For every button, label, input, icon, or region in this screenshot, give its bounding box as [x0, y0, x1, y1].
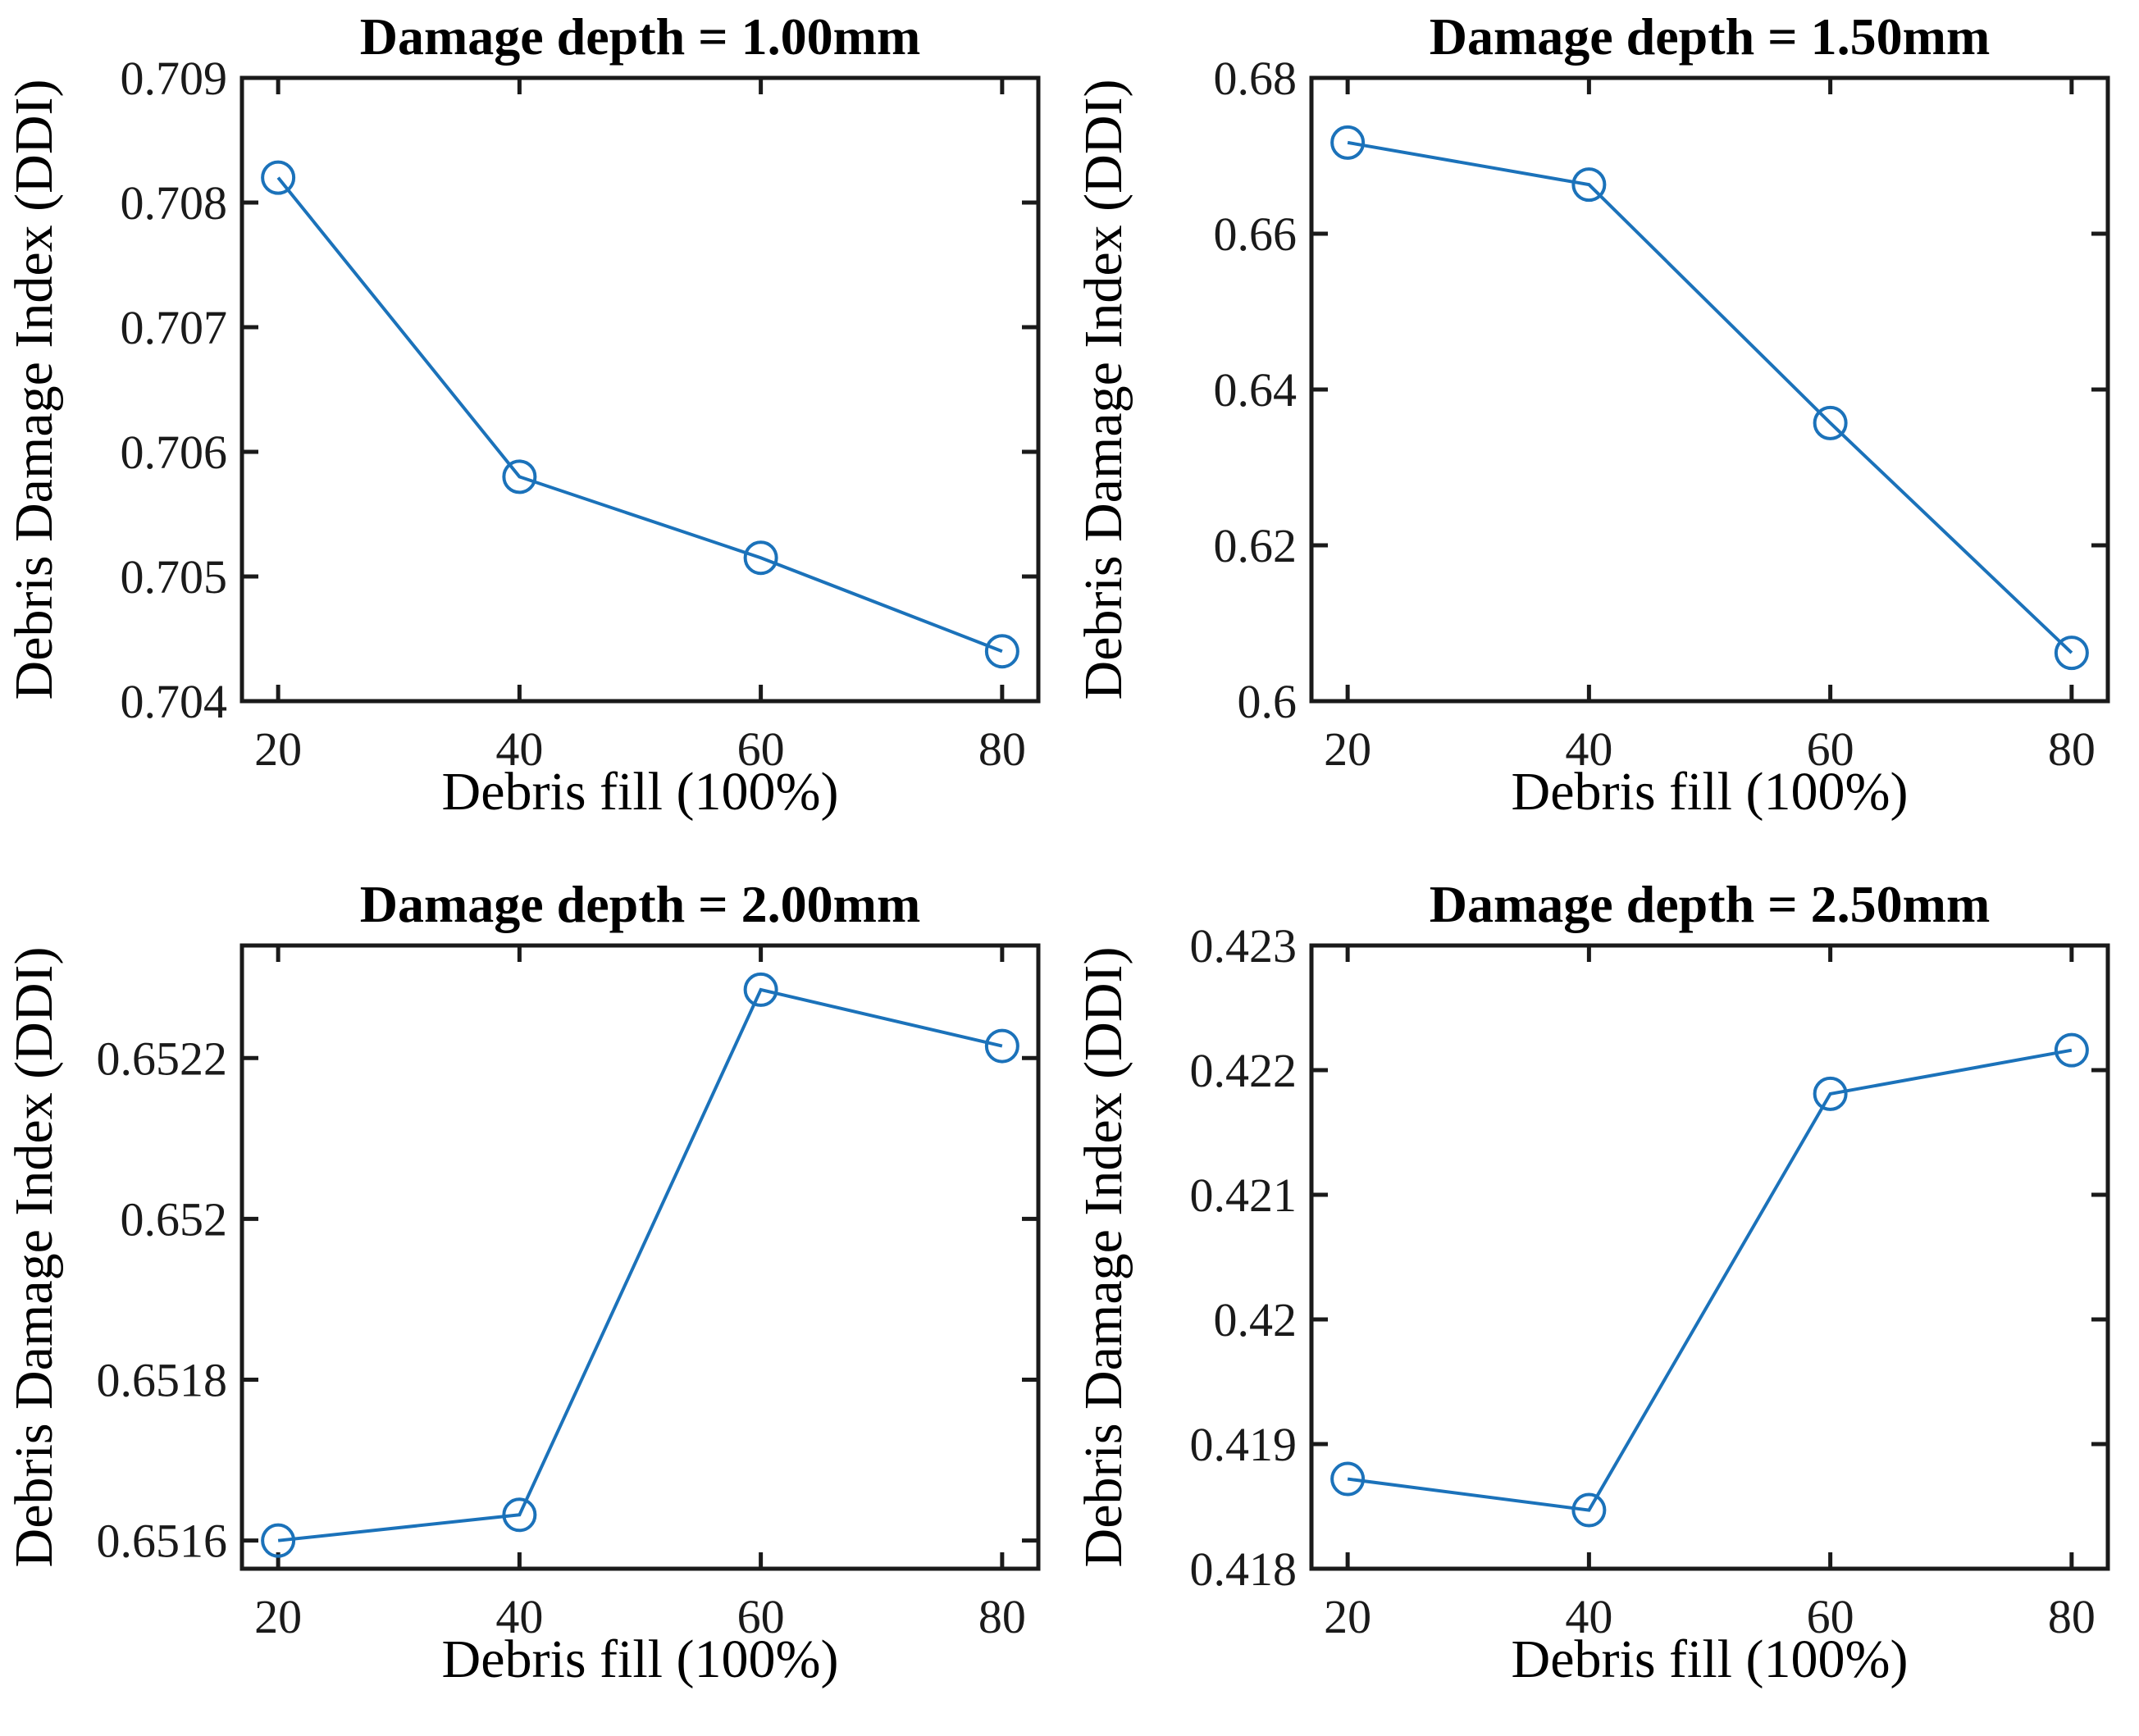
data-line — [1347, 1048, 2073, 1512]
x-tick-label: 80 — [2048, 722, 2096, 776]
x-tick-label: 40 — [495, 1590, 543, 1643]
chart-title: Damage depth = 2.00mm — [359, 875, 921, 933]
subplot-damage-depth-2.00mm: Damage depth = 2.00mm Debris Damage Inde… — [0, 868, 1070, 1735]
subplot-damage-depth-1.00mm: Damage depth = 1.00mm Debris Damage Inde… — [0, 0, 1070, 868]
y-tick-label: 0.419 — [1190, 1418, 1298, 1471]
x-tick-label: 60 — [1807, 722, 1854, 776]
data-point-marker — [502, 1497, 537, 1533]
line-chart-canvas: 20 40 60 80 0.418 0.419 0.42 0.421 0.422 0.423 — [1190, 919, 2110, 1643]
y-tick-label: 0.6522 — [97, 1032, 228, 1085]
data-point-marker — [743, 972, 778, 1007]
y-tick-label: 0.422 — [1190, 1044, 1298, 1097]
data-point-marker — [261, 160, 296, 195]
data-point-marker — [984, 634, 1019, 669]
y-tick-label: 0.68 — [1214, 52, 1298, 105]
x-axis-label: Debris fill (100%) — [1511, 1629, 1909, 1689]
line-chart-canvas: 20 40 60 80 0.704 0.705 0.706 0.707 0.708 0.709 — [121, 52, 1041, 776]
chart-title: Damage depth = 1.00mm — [359, 7, 921, 66]
data-point-marker — [1813, 1076, 1848, 1111]
x-axis-label: Debris fill (100%) — [1511, 762, 1909, 822]
x-tick-label: 60 — [1807, 1590, 1854, 1643]
y-tick-label: 0.709 — [121, 52, 228, 105]
data-point-marker — [502, 459, 537, 494]
x-tick-label: 40 — [495, 722, 543, 776]
y-tick-label: 0.6518 — [97, 1354, 228, 1407]
data-point-marker — [1571, 167, 1607, 203]
x-tick-label: 60 — [737, 1590, 785, 1643]
y-tick-label: 0.705 — [121, 550, 228, 604]
data-point-marker — [743, 540, 778, 576]
subplot-damage-depth-1.50mm: Damage depth = 1.50mm Debris Damage Inde… — [1070, 0, 2139, 868]
y-tick-label: 0.706 — [121, 426, 228, 479]
subplot-damage-depth-2.50mm: Damage depth = 2.50mm Debris Damage Inde… — [1070, 868, 2139, 1735]
x-tick-label: 20 — [254, 1590, 302, 1643]
x-tick-label: 80 — [2048, 1590, 2096, 1643]
data-point-marker — [2054, 636, 2089, 671]
x-tick-label: 40 — [1565, 1590, 1612, 1643]
x-tick-label: 20 — [254, 722, 302, 776]
data-point-marker — [1330, 125, 1366, 160]
line-chart-canvas: 20 40 60 80 0.6516 0.6518 0.652 0.6522 — [97, 943, 1041, 1643]
y-tick-label: 0.704 — [121, 675, 228, 728]
y-tick-label: 0.707 — [121, 301, 228, 354]
y-tick-label: 0.64 — [1214, 363, 1298, 417]
y-tick-label: 0.42 — [1214, 1293, 1298, 1346]
y-tick-label: 0.423 — [1190, 919, 1298, 973]
data-point-marker — [261, 1523, 296, 1558]
y-tick-label: 0.708 — [121, 176, 228, 230]
data-point-marker — [2054, 1032, 2089, 1068]
y-tick-label: 0.6516 — [97, 1515, 228, 1568]
data-point-marker — [984, 1028, 1019, 1064]
data-point-marker — [1330, 1461, 1366, 1497]
chart-title: Damage depth = 1.50mm — [1429, 7, 1991, 66]
y-tick-label: 0.62 — [1214, 519, 1298, 572]
y-tick-label: 0.421 — [1190, 1169, 1298, 1222]
data-line — [277, 987, 1003, 1542]
x-tick-label: 20 — [1324, 1590, 1371, 1643]
y-tick-label: 0.66 — [1214, 207, 1298, 261]
y-tick-label: 0.6 — [1238, 675, 1298, 728]
x-tick-label: 20 — [1324, 722, 1371, 776]
axis-box — [239, 943, 1041, 1571]
line-chart-canvas: 20 40 60 80 0.6 0.62 0.64 0.66 0.68 — [1214, 52, 2110, 776]
data-point-marker — [1571, 1492, 1607, 1528]
x-tick-label: 80 — [978, 722, 1026, 776]
x-tick-label: 80 — [978, 1590, 1026, 1643]
y-tick-label: 0.652 — [121, 1192, 228, 1246]
data-line — [1347, 140, 2073, 654]
x-axis-label: Debris fill (100%) — [441, 1629, 839, 1689]
data-line — [276, 176, 1003, 654]
axis-box — [1309, 943, 2110, 1571]
x-axis-label: Debris fill (100%) — [441, 762, 839, 822]
axis-box — [239, 75, 1041, 704]
data-point-marker — [1813, 405, 1848, 440]
x-tick-label: 60 — [737, 722, 785, 776]
x-tick-label: 40 — [1565, 722, 1612, 776]
axis-box — [1309, 75, 2110, 704]
y-tick-label: 0.418 — [1190, 1542, 1298, 1596]
chart-title: Damage depth = 2.50mm — [1429, 875, 1991, 933]
